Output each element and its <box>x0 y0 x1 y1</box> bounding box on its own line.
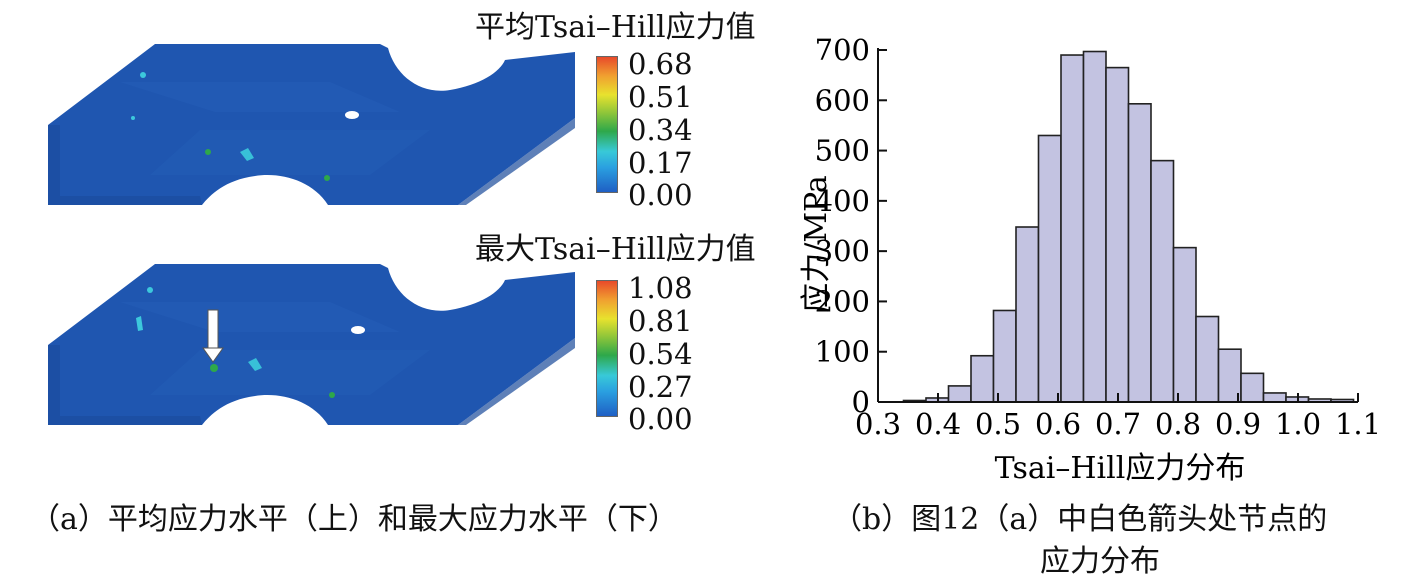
y-tick-label: 0 <box>852 385 870 419</box>
histogram-bar <box>1082 50 1107 403</box>
histogram-bar <box>970 354 995 403</box>
colorbar-tick: 0.17 <box>628 146 693 180</box>
x-tick-label: 0.5 <box>975 407 1021 441</box>
x-tick-label: 0.9 <box>1215 407 1261 441</box>
x-tick-label: 0.7 <box>1095 407 1141 441</box>
histogram-bar <box>1240 372 1265 403</box>
colorbar-top <box>596 56 618 193</box>
caption-b-line1: （b）图12（a）中白色箭头处节点的 <box>832 502 1328 537</box>
x-tick-label: 0.8 <box>1155 407 1201 441</box>
histogram-bar <box>1015 226 1040 403</box>
fea-mesh-top <box>48 44 575 425</box>
colorbar-ticks-top: 0.68 0.51 0.34 0.17 0.00 <box>628 47 708 210</box>
y-tick-label: 200 <box>815 284 870 318</box>
histogram-bar <box>947 385 972 403</box>
y-tick-label: 100 <box>815 335 870 369</box>
mesh-plate-top <box>48 44 575 205</box>
y-tick-label: 500 <box>815 134 870 168</box>
axes-group: 0 100 200 300 400 500 600 700 0.3 0.4 0.5 0.6 0.7 0.8… <box>815 33 1381 441</box>
white-arrow-icon <box>202 309 224 363</box>
y-axis-label: 应力/MPa <box>799 175 834 313</box>
colorbar-title-bottom: 最大Tsai–Hill应力值 <box>475 232 756 267</box>
y-tick-label: 700 <box>815 33 870 67</box>
colorbar-ticks-bottom: 1.08 0.81 0.54 0.27 0.00 <box>628 271 708 434</box>
colorbar-tick: 0.51 <box>628 80 693 114</box>
x-tick-label: 0.6 <box>1035 407 1081 441</box>
caption-b-line2: 应力分布 <box>1040 544 1160 579</box>
colorbar-tick: 0.54 <box>628 337 693 371</box>
colorbar-tick: 0.00 <box>628 178 693 212</box>
histogram-bar <box>1127 103 1152 403</box>
colorbar-bottom <box>596 280 618 417</box>
colorbar-tick: 0.68 <box>628 47 693 81</box>
histogram-bar <box>1037 134 1062 403</box>
histogram-bar <box>992 309 1017 403</box>
mesh-plate-bottom <box>48 264 575 425</box>
y-tick-label: 600 <box>815 83 870 117</box>
histogram-bar <box>1195 315 1220 403</box>
histogram-bar <box>1172 246 1197 403</box>
y-tick-label: 400 <box>815 184 870 218</box>
caption-a: （a）平均应力水平（上）和最大应力水平（下） <box>30 502 678 537</box>
histogram-bar <box>1060 54 1085 403</box>
x-tick-label: 1.0 <box>1275 407 1321 441</box>
colorbar-title-top: 平均Tsai–Hill应力值 <box>475 10 756 45</box>
histogram-bar <box>1150 159 1175 403</box>
colorbar-tick: 0.27 <box>628 370 693 404</box>
colorbar-tick: 0.81 <box>628 304 693 338</box>
x-tick-label: 0.3 <box>855 407 901 441</box>
x-tick-label: 1.1 <box>1335 407 1381 441</box>
x-tick-label: 0.4 <box>915 407 961 441</box>
colorbar-tick: 0.34 <box>628 113 693 147</box>
histogram-bar <box>1105 66 1130 403</box>
histogram-bar <box>1262 392 1287 403</box>
bars-group <box>902 50 1355 403</box>
colorbar-tick: 0.00 <box>628 402 693 436</box>
colorbar-tick: 1.08 <box>628 271 693 305</box>
histogram-chart: 0 100 200 300 400 500 600 700 0.3 0.4 0.5 0.6 0.7 0.8… <box>799 33 1381 486</box>
x-axis-label: Tsai–Hill应力分布 <box>995 451 1246 486</box>
y-tick-label: 300 <box>815 234 870 268</box>
